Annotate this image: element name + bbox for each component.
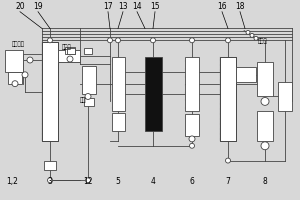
Bar	[112, 57, 125, 111]
Bar	[82, 66, 96, 94]
Bar	[84, 98, 94, 106]
Circle shape	[261, 142, 269, 150]
Bar	[58, 50, 80, 62]
Text: 17: 17	[103, 2, 113, 11]
Bar	[84, 48, 92, 54]
Circle shape	[190, 143, 194, 148]
Text: 重沸: 重沸	[80, 98, 86, 103]
Bar	[67, 48, 75, 54]
Text: 氢气泵: 氢气泵	[258, 39, 268, 44]
Circle shape	[116, 38, 121, 43]
Bar	[42, 42, 58, 141]
Text: 16: 16	[217, 2, 227, 11]
Bar	[236, 67, 256, 82]
Bar	[42, 42, 58, 141]
Circle shape	[261, 97, 269, 105]
Bar	[145, 57, 162, 131]
Text: 20: 20	[15, 2, 25, 11]
Text: 6: 6	[190, 177, 194, 186]
Circle shape	[246, 30, 250, 34]
Circle shape	[47, 38, 52, 43]
Bar	[220, 57, 236, 141]
Text: 4: 4	[151, 177, 155, 186]
Circle shape	[254, 36, 258, 40]
Text: 1,2: 1,2	[6, 177, 18, 186]
Circle shape	[107, 38, 112, 43]
Bar	[257, 111, 273, 141]
Bar	[5, 50, 23, 72]
Bar	[220, 57, 236, 141]
Circle shape	[250, 33, 254, 37]
Text: 15: 15	[150, 2, 160, 11]
Bar	[112, 113, 125, 131]
Circle shape	[47, 178, 52, 183]
Bar	[185, 114, 199, 136]
Bar	[65, 47, 75, 54]
Circle shape	[27, 57, 33, 63]
Circle shape	[85, 178, 91, 183]
Bar	[185, 57, 199, 111]
Bar	[257, 62, 273, 96]
Circle shape	[22, 72, 28, 78]
Circle shape	[12, 81, 18, 87]
Text: 18: 18	[235, 2, 245, 11]
Circle shape	[85, 94, 91, 99]
Circle shape	[226, 38, 230, 43]
Text: 5: 5	[116, 177, 120, 186]
Circle shape	[67, 56, 73, 62]
Text: 13: 13	[118, 2, 128, 11]
Text: 12: 12	[83, 177, 93, 186]
Bar	[278, 82, 292, 111]
Circle shape	[226, 158, 230, 163]
Text: 14: 14	[132, 2, 142, 11]
Text: 7: 7	[226, 177, 230, 186]
Text: 3: 3	[48, 177, 52, 186]
Bar	[8, 72, 22, 84]
Text: 回流罐: 回流罐	[62, 45, 72, 50]
Text: 19: 19	[33, 2, 43, 11]
Text: 8: 8	[262, 177, 267, 186]
Circle shape	[190, 38, 194, 43]
Text: 产品罐滤: 产品罐滤	[12, 42, 25, 47]
Bar	[44, 161, 56, 170]
Circle shape	[151, 38, 155, 43]
Circle shape	[189, 136, 195, 142]
